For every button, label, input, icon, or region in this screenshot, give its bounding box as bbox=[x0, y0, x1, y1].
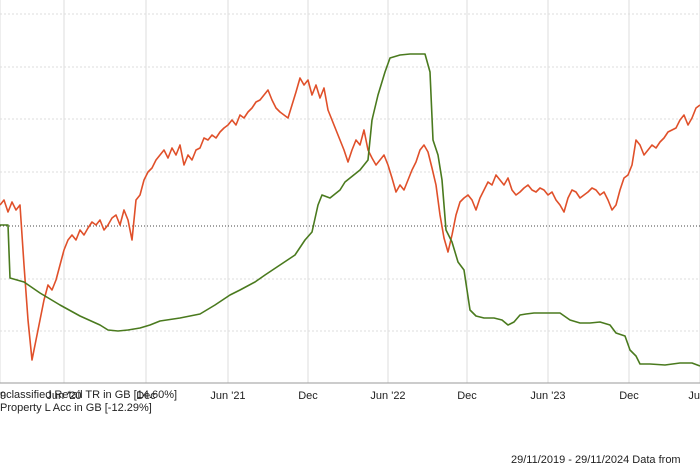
legend: nclassified Retail TR in GB [14.60%] Pro… bbox=[0, 389, 177, 414]
grid bbox=[0, 0, 700, 383]
date-range-footer: 29/11/2019 - 29/11/2024 Data from bbox=[511, 454, 681, 466]
x-tick-label: Dec bbox=[136, 390, 156, 402]
series-line-property bbox=[0, 53, 700, 367]
series-line-retail bbox=[0, 77, 700, 361]
x-tick-label: Jun '21 bbox=[210, 390, 245, 402]
x-tick-label: Dec bbox=[457, 390, 477, 402]
x-tick-label: Jun '23 bbox=[530, 390, 565, 402]
x-tick-label: Dec bbox=[298, 390, 318, 402]
plot-area bbox=[0, 0, 700, 383]
x-tick-labels: 9 Jun '20 Dec Jun '21 Dec Jun '22 Dec Jun '23 De… bbox=[0, 390, 700, 402]
legend-entry-property: Property L Acc in GB [-12.29%] bbox=[0, 402, 152, 414]
x-tick-label: 9 bbox=[0, 390, 6, 402]
legend-entry-retail: nclassified Retail TR in GB [14.60%] bbox=[0, 389, 177, 401]
x-tick-label: Jun '22 bbox=[370, 390, 405, 402]
x-tick-label: Dec bbox=[619, 390, 639, 402]
x-tick-label: Ju bbox=[688, 390, 700, 402]
x-tick-label: Jun '20 bbox=[46, 390, 81, 402]
series-layer bbox=[0, 53, 700, 367]
